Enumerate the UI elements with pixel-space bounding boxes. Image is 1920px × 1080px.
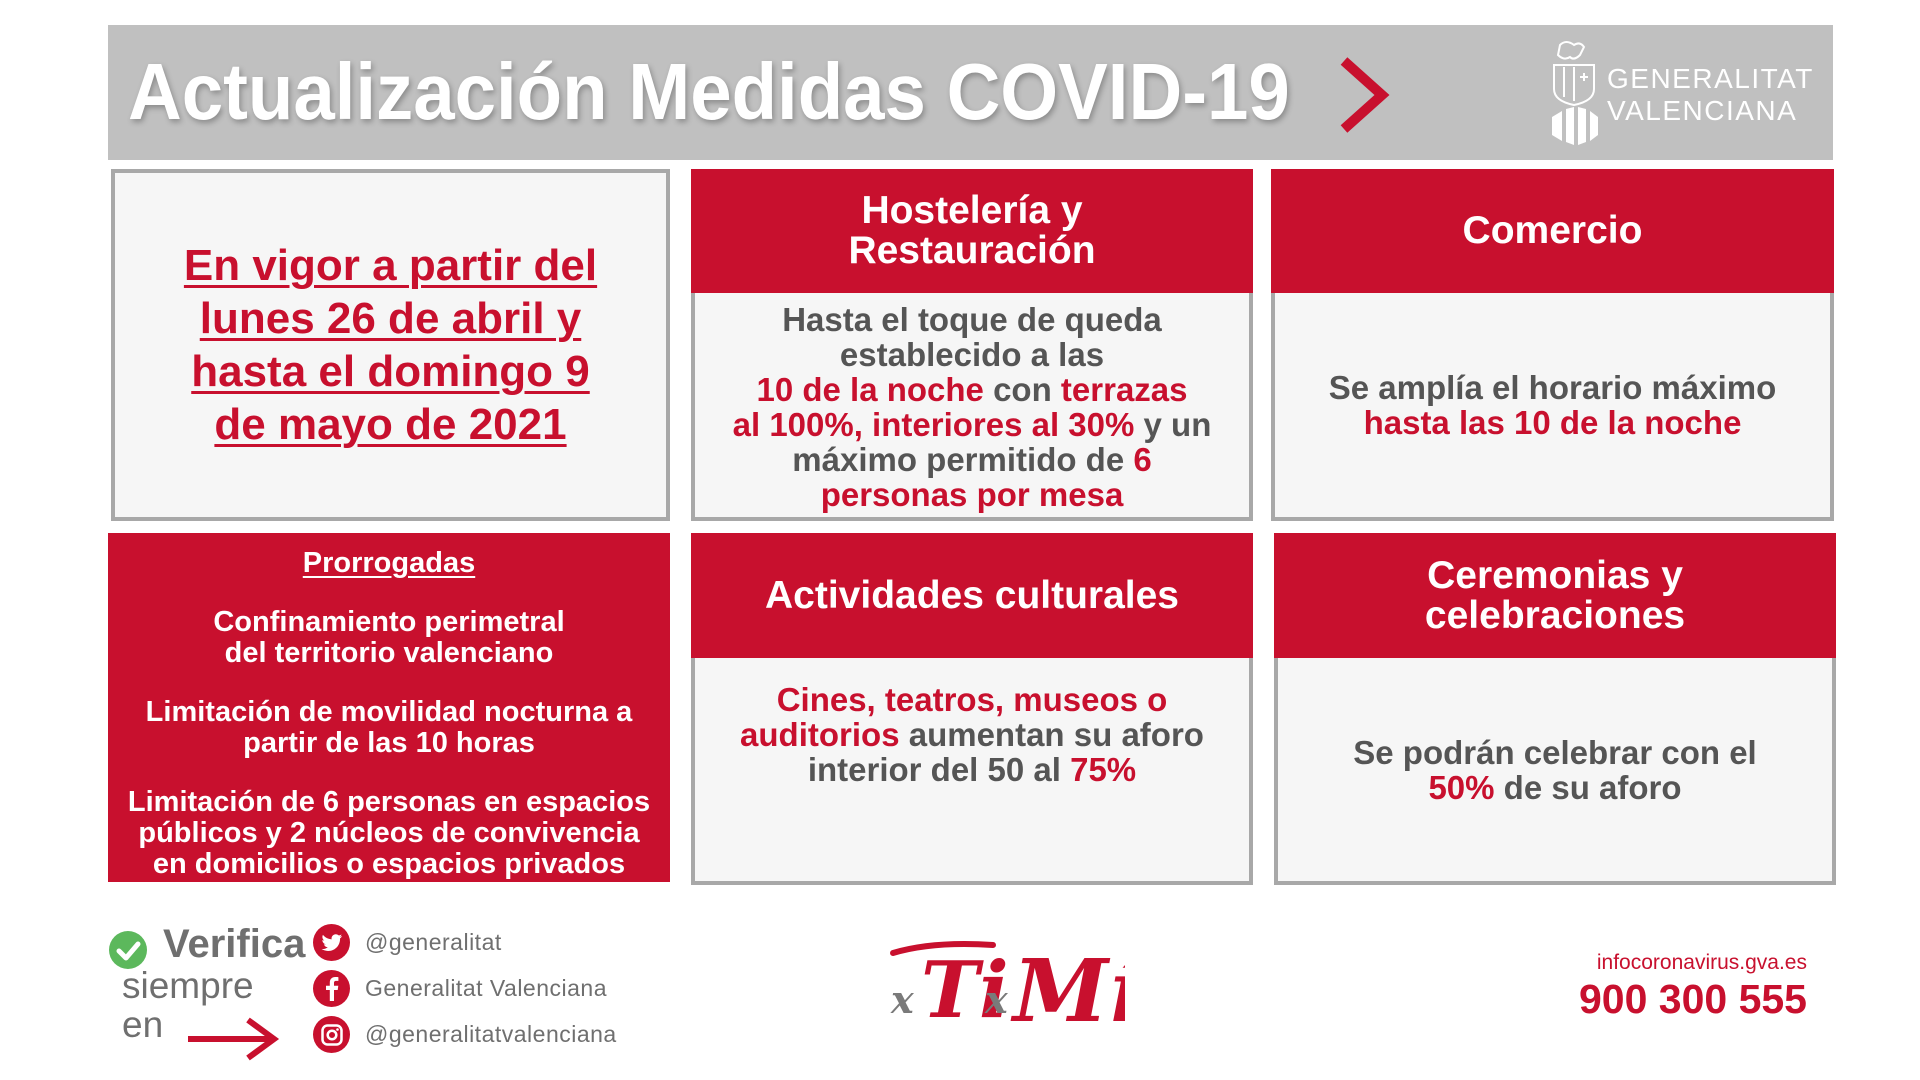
cultura-panel: Actividades culturales Cines, teatros, m… bbox=[691, 533, 1253, 885]
verify-line-2: siempre bbox=[122, 965, 254, 1006]
coat-of-arms-icon bbox=[1552, 41, 1598, 145]
social-instagram[interactable]: @generalitatvalenciana bbox=[313, 1012, 617, 1057]
cultura-title: Actividades culturales bbox=[691, 533, 1253, 658]
contact-info: infocoronavirus.gva.es 900 300 555 bbox=[1579, 950, 1807, 1022]
validity-panel: En vigor a partir del lunes 26 de abril … bbox=[111, 169, 670, 521]
xtixmi-campaign-logo: x Ti x Mí bbox=[890, 941, 1125, 1035]
info-phone-number[interactable]: 900 300 555 bbox=[1578, 976, 1807, 1022]
hosteleria-panel: Hostelería y Restauración Hasta el toque … bbox=[691, 169, 1253, 521]
social-twitter[interactable]: @generalitat bbox=[313, 920, 617, 965]
logo-line-2: VALENCIANA bbox=[1607, 95, 1798, 126]
svg-text:x: x bbox=[890, 977, 915, 1022]
page-title: Actualización Medidas COVID-19 bbox=[128, 47, 1290, 136]
arrow-right-icon bbox=[188, 1017, 280, 1061]
info-website-link[interactable]: infocoronavirus.gva.es bbox=[1596, 951, 1807, 974]
list-item: Confinamiento perimetral del territorio … bbox=[213, 606, 565, 669]
check-circle-icon bbox=[109, 931, 147, 969]
ceremonias-body: Se podrán celebrar con el 50% de su afor… bbox=[1274, 658, 1836, 885]
generalitat-valenciana-logo: GENERALITAT VALENCIANA bbox=[1546, 37, 1812, 149]
verify-label: Verifica bbox=[163, 922, 306, 966]
comercio-title: Comercio bbox=[1271, 169, 1834, 293]
ceremonias-panel: Ceremonias y celebraciones Se podrán cele… bbox=[1274, 533, 1836, 885]
ceremonias-title: Ceremonias y celebraciones bbox=[1274, 533, 1836, 658]
social-links: @generalitat Generalitat Valenciana @gen… bbox=[313, 920, 617, 1058]
twitter-icon bbox=[313, 924, 350, 961]
validity-dates: En vigor a partir del lunes 26 de abril … bbox=[183, 241, 598, 449]
list-item: Limitación de movilidad nocturna a parti… bbox=[145, 696, 633, 759]
prorrogadas-panel: Prorrogadas Confinamiento perimetral del… bbox=[108, 533, 670, 882]
svg-text:Ti: Ti bbox=[921, 945, 1009, 1035]
hosteleria-title: Hostelería y Restauración bbox=[691, 169, 1253, 293]
chevron-right-icon bbox=[1340, 57, 1390, 133]
social-facebook[interactable]: Generalitat Valenciana bbox=[313, 966, 617, 1011]
verify-line-3: en bbox=[122, 1004, 164, 1045]
social-label: Generalitat Valenciana bbox=[365, 975, 607, 1001]
cultura-body: Cines, teatros, museos o auditorios aume… bbox=[691, 658, 1253, 885]
prorrogadas-title: Prorrogadas bbox=[302, 547, 476, 579]
facebook-icon bbox=[313, 970, 350, 1007]
list-item: Limitación de 6 personas en espacios púb… bbox=[127, 786, 651, 880]
comercio-body: Se amplía el horario máximo hasta las 10… bbox=[1271, 293, 1834, 521]
svg-text:Mí: Mí bbox=[1010, 941, 1125, 1035]
header-banner: Actualización Medidas COVID-19 GENERALIT… bbox=[108, 25, 1833, 160]
verify-block: Verifica siempre en bbox=[108, 918, 328, 1068]
comercio-panel: Comercio Se amplía el horario máximo has… bbox=[1271, 169, 1834, 521]
social-label: @generalitat bbox=[365, 929, 502, 955]
svg-text:x: x bbox=[984, 977, 1009, 1022]
social-label: @generalitatvalenciana bbox=[365, 1021, 617, 1047]
instagram-icon bbox=[313, 1016, 350, 1053]
hosteleria-body: Hasta el toque de queda establecido a la… bbox=[691, 293, 1253, 521]
logo-line-1: GENERALITAT bbox=[1607, 63, 1814, 94]
